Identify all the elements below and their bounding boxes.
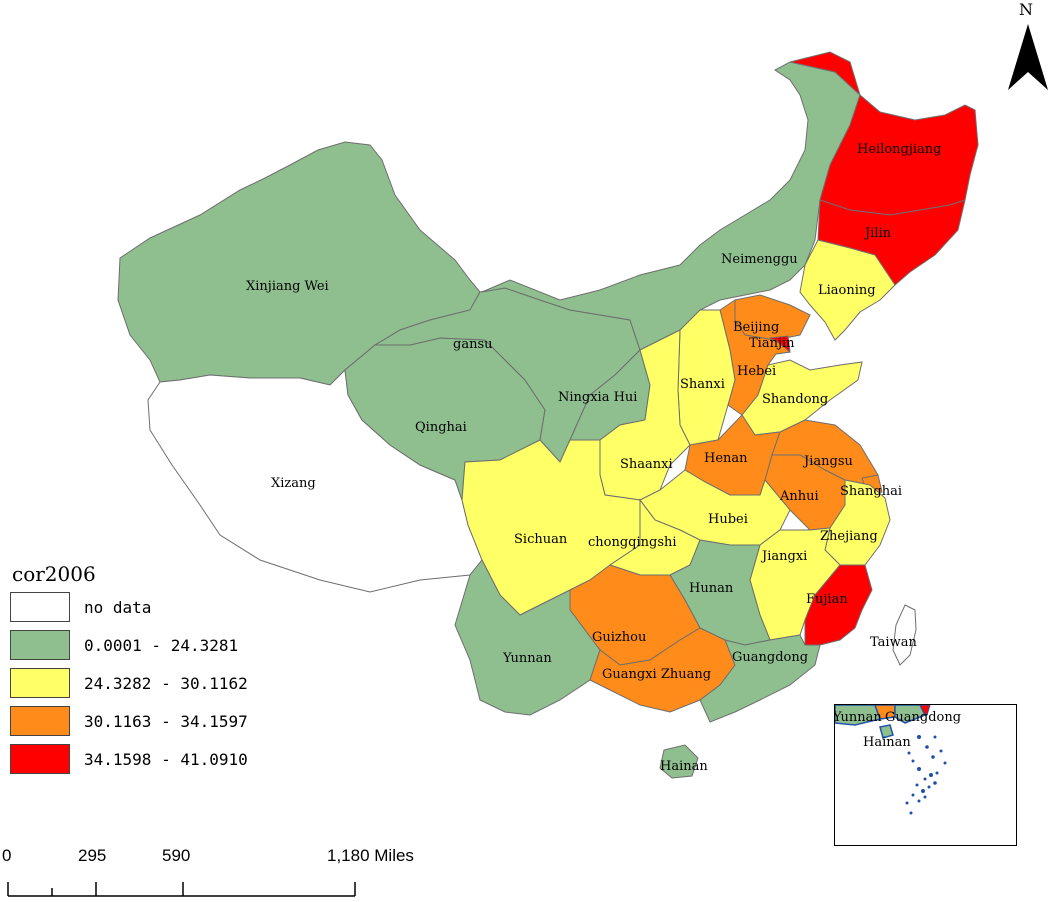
label-henan: Henan <box>704 451 748 466</box>
north-arrow-icon <box>1008 24 1048 90</box>
scale-bar: 0 295 590 1,180 Miles <box>0 846 460 902</box>
label-shandong: Shandong <box>762 392 828 407</box>
north-arrow: N <box>1004 0 1052 100</box>
scale-tick-label: 590 <box>162 846 191 865</box>
label-taiwan: Taiwan <box>870 635 917 650</box>
label-guangdong: Guangdong <box>732 650 808 665</box>
label-jiangxi: Jiangxi <box>760 549 807 564</box>
legend-item-class-4: 34.1598 - 41.0910 <box>10 744 310 774</box>
legend-swatch <box>10 744 70 774</box>
label-zhejiang: Zhejiang <box>820 529 878 544</box>
label-neimenggu: Neimenggu <box>721 252 798 267</box>
label-chongqing: chongqingshi <box>588 535 677 550</box>
legend-label: 30.1163 - 34.1597 <box>84 711 248 731</box>
scale-tick-label: 0 <box>2 846 12 865</box>
legend: cor2006 no data 0.0001 - 24.3281 24.3282… <box>10 562 310 782</box>
legend-swatch <box>10 592 70 622</box>
label-jilin: Jilin <box>863 226 892 241</box>
legend-item-no-data: no data <box>10 592 310 622</box>
south-china-sea-inset: Yunnan Guangdong Hainan <box>834 704 1017 846</box>
inset-label-hainan: Hainan <box>863 735 911 750</box>
label-sichuan: Sichuan <box>514 532 568 547</box>
label-ningxia: Ningxia Hui <box>558 390 637 405</box>
inset-hainan <box>879 724 894 739</box>
label-qinghai: Qinghai <box>415 420 467 435</box>
legend-label: 24.3282 - 30.1162 <box>84 673 248 693</box>
north-label: N <box>1019 0 1033 19</box>
province-heilongjiang[interactable] <box>789 51 979 216</box>
legend-label: 34.1598 - 41.0910 <box>84 749 248 769</box>
label-hunan: Hunan <box>689 581 734 596</box>
legend-item-class-2: 24.3282 - 30.1162 <box>10 668 310 698</box>
legend-label: 0.0001 - 24.3281 <box>84 635 239 655</box>
label-fujian: Fujian <box>806 592 848 607</box>
legend-swatch <box>10 706 70 736</box>
inset-guangdong <box>894 705 927 724</box>
inset-fujian <box>919 705 931 716</box>
label-hainan: Hainan <box>660 759 708 774</box>
label-shaanxi: Shaanxi <box>620 457 673 472</box>
province-guangdong[interactable] <box>699 634 821 723</box>
label-hebei: Hebei <box>737 364 776 379</box>
label-shanghai: Shanghai <box>840 484 902 499</box>
scale-tick-label: 1,180 Miles <box>327 846 414 865</box>
label-anhui: Anhui <box>779 489 819 504</box>
label-xinjiang: Xinjiang Wei <box>246 279 329 294</box>
label-heilongjiang: Heilongjiang <box>857 142 942 157</box>
inset-label-yunnan: Yunnan <box>835 710 882 725</box>
inset-yunnan <box>835 705 881 726</box>
label-gansu: gansu <box>453 337 493 352</box>
legend-item-class-3: 30.1163 - 34.1597 <box>10 706 310 736</box>
label-tianjin: Tianjin <box>749 336 795 351</box>
province-taiwan[interactable] <box>892 604 917 666</box>
scale-bar-graphic <box>7 882 356 897</box>
label-beijing: Beijing <box>733 320 779 335</box>
label-shanxi: Shanxi <box>680 377 725 392</box>
legend-item-class-1: 0.0001 - 24.3281 <box>10 630 310 660</box>
inset-islands <box>905 735 947 815</box>
label-liaoning: Liaoning <box>818 283 876 298</box>
label-jiangsu: Jiangsu <box>802 454 853 469</box>
label-hubei: Hubei <box>708 512 748 527</box>
label-yunnan: Yunnan <box>502 651 552 666</box>
inset-label-guangdong: Guangdong <box>885 710 961 725</box>
label-guangxi: Guangxi Zhuang <box>602 667 711 682</box>
legend-title: cor2006 <box>12 562 96 586</box>
legend-swatch <box>10 668 70 698</box>
scale-tick-label: 295 <box>78 846 107 865</box>
province-liaoning[interactable] <box>799 239 896 341</box>
legend-label: no data <box>84 597 152 617</box>
inset-map: Yunnan Guangdong Hainan <box>835 705 961 815</box>
label-guizhou: Guizhou <box>592 630 646 645</box>
label-xizang: Xizang <box>271 476 316 491</box>
legend-swatch <box>10 630 70 660</box>
province-hainan[interactable] <box>659 744 699 779</box>
